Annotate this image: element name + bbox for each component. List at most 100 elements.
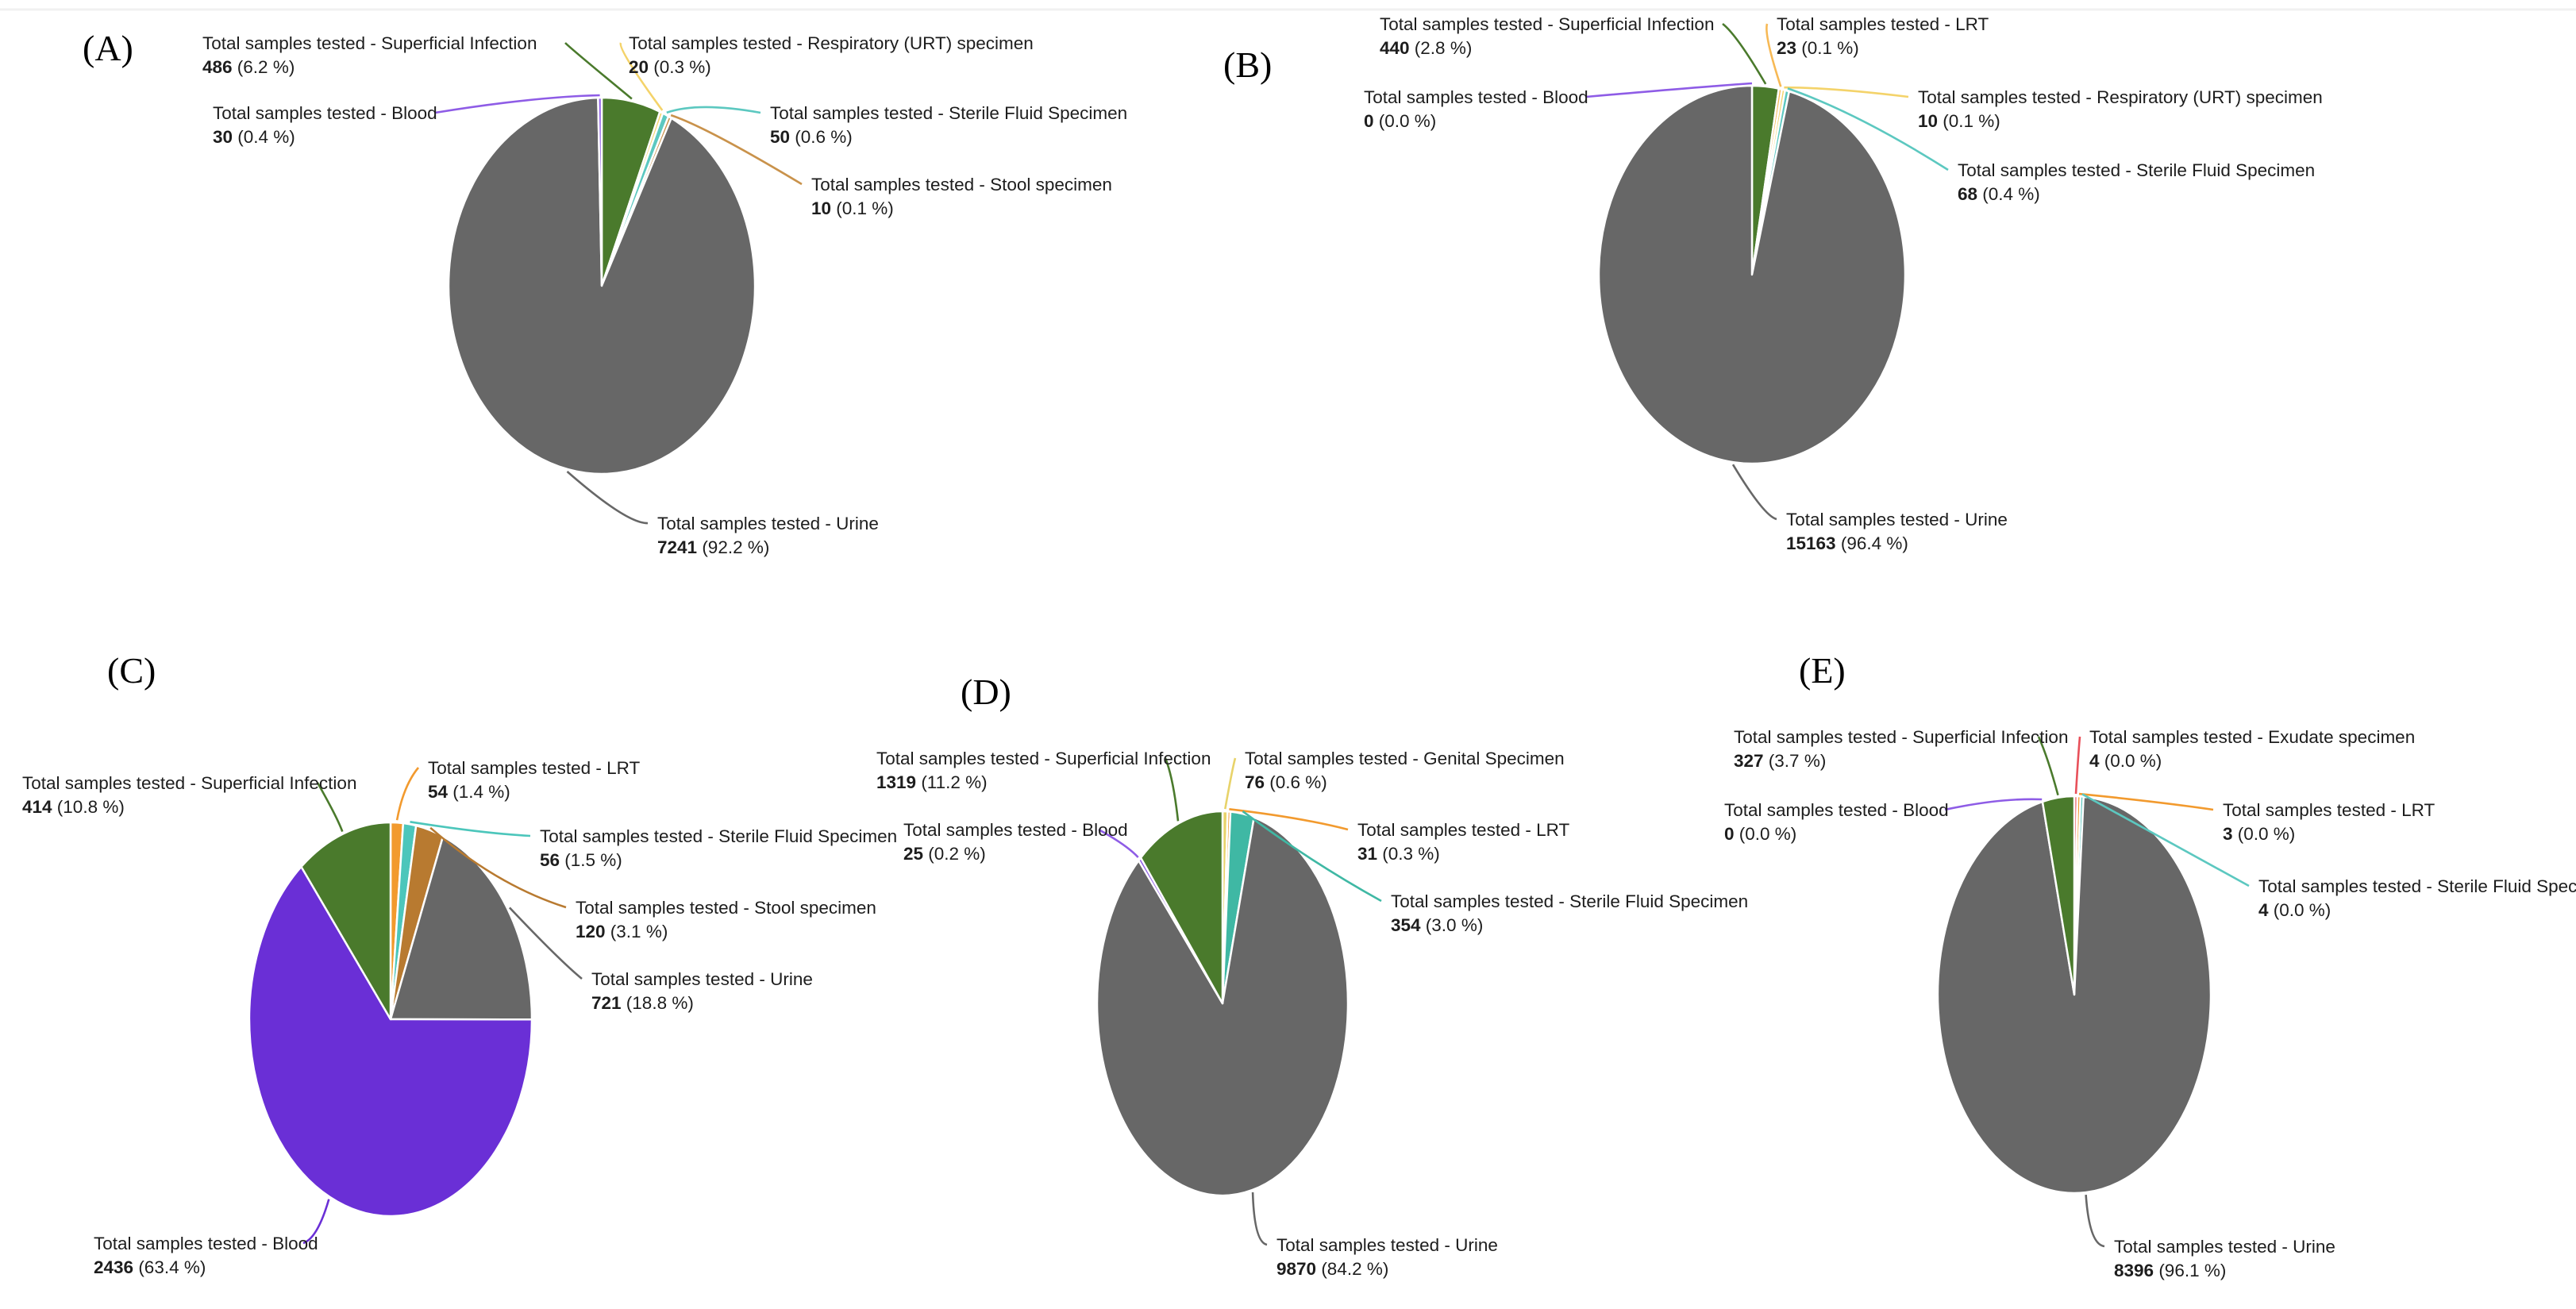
- slice-label: Total samples tested - Superficial Infec…: [1380, 14, 1714, 34]
- slice-percent: (0.3 %): [1377, 844, 1440, 864]
- slice-value: 354 (3.0 %): [1391, 915, 1483, 935]
- leader-line: [1253, 1192, 1267, 1245]
- slice-label: Total samples tested - Genital Specimen: [1245, 749, 1565, 768]
- slice-count: 486: [202, 57, 233, 77]
- slice-count: 354: [1391, 915, 1421, 935]
- slice-value: 120 (3.1 %): [576, 922, 668, 941]
- slice-percent: (0.6 %): [1265, 772, 1327, 792]
- slice-label: Total samples tested - Sterile Fluid Spe…: [540, 826, 897, 846]
- slice-label: Total samples tested - Blood: [213, 103, 437, 123]
- slice-label: Total samples tested - Sterile Fluid Spe…: [770, 103, 1127, 123]
- slice-percent: (0.0 %): [2269, 900, 2331, 920]
- slice-value: 10 (0.1 %): [1918, 111, 2000, 131]
- slice-percent: (1.4 %): [448, 782, 510, 802]
- slice-percent: (63.4 %): [133, 1257, 206, 1277]
- slice-percent: (0.1 %): [1796, 38, 1859, 58]
- slice-value: 2436 (63.4 %): [94, 1257, 206, 1277]
- slice-percent: (0.1 %): [1938, 111, 2000, 131]
- slice-label: Total samples tested - Blood: [94, 1234, 318, 1253]
- slice-percent: (92.2 %): [697, 537, 769, 557]
- slice-value: 7241 (92.2 %): [657, 537, 769, 557]
- slice-value: 414 (10.8 %): [22, 797, 125, 817]
- slice-label: Total samples tested - Blood: [1724, 800, 1949, 820]
- slice-value: 15163 (96.4 %): [1786, 533, 1908, 553]
- slice-label: Total samples tested - Exudate specimen: [2089, 727, 2415, 747]
- slice-label: Total samples tested - LRT: [1357, 820, 1569, 840]
- slice-percent: (96.1 %): [2154, 1261, 2226, 1280]
- slice-count: 4: [2258, 900, 2269, 920]
- slice-count: 1319: [876, 772, 916, 792]
- slice-label: Total samples tested - Sterile Fluid Spe…: [1958, 160, 2315, 180]
- slice-value: 9870 (84.2 %): [1276, 1259, 1388, 1279]
- slice-value: 30 (0.4 %): [213, 127, 295, 147]
- slice-count: 76: [1245, 772, 1265, 792]
- slice-count: 25: [903, 844, 923, 864]
- slice-label: Total samples tested - Superficial Infec…: [876, 749, 1211, 768]
- slice-value: 10 (0.1 %): [811, 198, 894, 218]
- slice-label: Total samples tested - Sterile Fluid Spe…: [2258, 876, 2576, 896]
- leader-line: [667, 107, 760, 113]
- leader-line: [397, 768, 418, 820]
- slice-count: 50: [770, 127, 790, 147]
- slice-value: 50 (0.6 %): [770, 127, 853, 147]
- slice-count: 4: [2089, 751, 2100, 771]
- slice-value: 3 (0.0 %): [2223, 824, 2295, 844]
- slice-label: Total samples tested - LRT: [2223, 800, 2435, 820]
- slice-label: Total samples tested - Superficial Infec…: [22, 773, 356, 793]
- slice-count: 120: [576, 922, 606, 941]
- slice-value: 76 (0.6 %): [1245, 772, 1327, 792]
- slice-label: Total samples tested - Sterile Fluid Spe…: [1391, 891, 1748, 911]
- slice-value: 20 (0.3 %): [629, 57, 711, 77]
- slice-count: 23: [1777, 38, 1796, 58]
- slice-percent: (0.6 %): [790, 127, 853, 147]
- pie-slice-urine: [1599, 86, 1905, 464]
- slice-percent: (2.8 %): [1410, 38, 1473, 58]
- slice-label: Total samples tested - LRT: [1777, 14, 1989, 34]
- leader-line: [565, 43, 632, 99]
- slice-label: Total samples tested - Blood: [1364, 87, 1588, 107]
- slice-label: Total samples tested - Superficial Infec…: [202, 33, 537, 53]
- pie-panel-a: (A) Total samples tested - Superficial In…: [83, 28, 1127, 557]
- slice-label: Total samples tested - Stool specimen: [811, 175, 1112, 194]
- slice-value: 31 (0.3 %): [1357, 844, 1440, 864]
- slice-value: 721 (18.8 %): [591, 993, 694, 1013]
- leader-line: [2086, 1195, 2104, 1246]
- panel-letter: (A): [83, 28, 133, 68]
- pie-panel-b: (B)Total samples tested - Superficial In…: [1223, 14, 2323, 553]
- slice-value: 4 (0.0 %): [2089, 751, 2162, 771]
- slice-count: 327: [1734, 751, 1764, 771]
- slice-count: 56: [540, 850, 560, 870]
- slice-count: 721: [591, 993, 622, 1013]
- slice-percent: (96.4 %): [1836, 533, 1908, 553]
- slice-label: Total samples tested - LRT: [428, 758, 640, 778]
- leader-line: [568, 472, 649, 523]
- slice-count: 30: [213, 127, 233, 147]
- slice-count: 10: [1918, 111, 1938, 131]
- slice-percent: (1.5 %): [560, 850, 622, 870]
- leader-line: [1225, 758, 1235, 809]
- slice-percent: (84.2 %): [1316, 1259, 1388, 1279]
- slice-count: 8396: [2114, 1261, 2154, 1280]
- panel-letter: (C): [107, 650, 156, 691]
- panel-letter: (E): [1799, 650, 1846, 691]
- slice-value: 1319 (11.2 %): [876, 772, 988, 792]
- slice-percent: (0.0 %): [1374, 111, 1437, 131]
- slice-percent: (0.1 %): [831, 198, 894, 218]
- slice-percent: (3.7 %): [1764, 751, 1827, 771]
- slice-value: 23 (0.1 %): [1777, 38, 1859, 58]
- slice-count: 3: [2223, 824, 2233, 844]
- slice-value: 440 (2.8 %): [1380, 38, 1472, 58]
- slice-label: Total samples tested - Respiratory (URT)…: [629, 33, 1034, 53]
- slice-count: 54: [428, 782, 449, 802]
- slice-label: Total samples tested - Urine: [1276, 1235, 1498, 1255]
- slice-percent: (0.4 %): [1977, 184, 2040, 204]
- slice-count: 9870: [1276, 1259, 1316, 1279]
- slice-percent: (10.8 %): [52, 797, 125, 817]
- pie-panel-d: (D) Total samples tested - Genital Specim…: [876, 672, 1748, 1279]
- slice-percent: (11.2 %): [916, 772, 988, 792]
- slice-value: 54 (1.4 %): [428, 782, 510, 802]
- slice-value: 56 (1.5 %): [540, 850, 622, 870]
- slice-label: Total samples tested - Urine: [1786, 510, 2008, 529]
- slice-percent: (0.3 %): [649, 57, 711, 77]
- slice-count: 15163: [1786, 533, 1836, 553]
